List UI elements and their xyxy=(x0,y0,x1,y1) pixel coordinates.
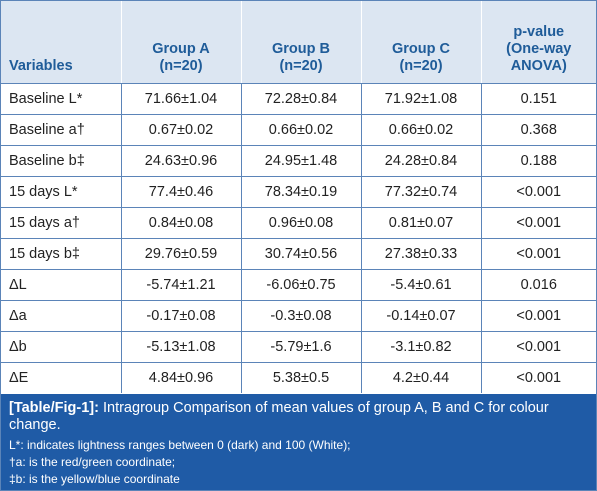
cell: 77.32±0.74 xyxy=(360,176,481,208)
header-line: (n=20) xyxy=(159,58,203,74)
cell: 0.96±0.08 xyxy=(240,207,361,239)
cell: 0.84±0.08 xyxy=(120,207,241,239)
cell: -0.3±0.08 xyxy=(240,300,361,332)
table-row: 15 days L* 77.4±0.46 78.34±0.19 77.32±0.74 <… xyxy=(1,176,596,208)
cell: 0.016 xyxy=(480,269,596,301)
header-line: Group C xyxy=(392,41,450,57)
header-line: Group A xyxy=(152,41,210,57)
table-row: 15 days a† 0.84±0.08 0.96±0.08 0.81±0.07 <0.… xyxy=(1,207,596,239)
cell: <0.001 xyxy=(480,362,596,393)
cell: -5.74±1.21 xyxy=(120,269,241,301)
row-label: 15 days b‡ xyxy=(1,238,121,270)
cell: -0.17±0.08 xyxy=(120,300,241,332)
cell: 30.74±0.56 xyxy=(240,238,361,270)
header-line: (n=20) xyxy=(399,58,443,74)
table-row: ΔE 4.84±0.96 5.38±0.5 4.2±0.44 <0.001 xyxy=(1,362,596,393)
cell: -6.06±0.75 xyxy=(240,269,361,301)
table-row: Δb -5.13±1.08 -5.79±1.6 -3.1±0.82 <0.001 xyxy=(1,331,596,363)
cell: 0.151 xyxy=(480,83,596,115)
cell: 71.66±1.04 xyxy=(120,83,241,115)
row-label: 15 days L* xyxy=(1,176,121,208)
cell: <0.001 xyxy=(480,300,596,332)
cell: 71.92±1.08 xyxy=(360,83,481,115)
header-line: (n=20) xyxy=(279,58,323,74)
row-label: Baseline a† xyxy=(1,114,121,146)
row-label: Δa xyxy=(1,300,121,332)
header-line: p-value xyxy=(513,24,565,40)
row-label: 15 days a† xyxy=(1,207,121,239)
header-cell: p-value (One-way ANOVA) xyxy=(480,1,596,84)
table-row: Baseline b‡ 24.63±0.96 24.95±1.48 24.28±0.8… xyxy=(1,145,596,177)
cell: 24.63±0.96 xyxy=(120,145,241,177)
row-label: ΔL xyxy=(1,269,121,301)
header-row: Variables Group A (n=20) Group B (n=20) Group… xyxy=(1,1,596,84)
header-line: Group B xyxy=(272,41,330,57)
note: L*: indicates lightness ranges between 0… xyxy=(9,438,351,452)
table-row: Baseline L* 71.66±1.04 72.28±0.84 71.92±1.0… xyxy=(1,83,596,115)
cell: -5.79±1.6 xyxy=(240,331,361,363)
table-row: Baseline a† 0.67±0.02 0.66±0.02 0.66±0.02 0.… xyxy=(1,114,596,146)
note: ‡b: is the yellow/blue coordinate xyxy=(9,472,180,486)
table-body: Baseline L* 71.66±1.04 72.28±0.84 71.92±1.0… xyxy=(1,83,596,393)
cell: 5.38±0.5 xyxy=(240,362,361,393)
cell: -0.14±0.07 xyxy=(360,300,481,332)
cell: 72.28±0.84 xyxy=(240,83,361,115)
cell: 27.38±0.33 xyxy=(360,238,481,270)
table-row: Δa -0.17±0.08 -0.3±0.08 -0.14±0.07 <0.001 xyxy=(1,300,596,332)
header-cell: Group A (n=20) xyxy=(120,1,241,84)
cell: 0.67±0.02 xyxy=(120,114,241,146)
row-label: ΔE xyxy=(1,362,121,393)
cell: <0.001 xyxy=(480,207,596,239)
cell: 0.81±0.07 xyxy=(360,207,481,239)
header-line: (One-way xyxy=(506,41,572,57)
cell: 0.188 xyxy=(480,145,596,177)
row-label: Baseline b‡ xyxy=(1,145,121,177)
caption-text: Intragroup Comparison of mean values of … xyxy=(9,400,549,433)
cell: 0.66±0.02 xyxy=(360,114,481,146)
header-line: ANOVA) xyxy=(510,58,567,74)
cell: -5.4±0.61 xyxy=(360,269,481,301)
cell: <0.001 xyxy=(480,176,596,208)
caption: [Table/Fig-1]: Intragroup Comparison of … xyxy=(1,394,596,490)
data-table: Variables Group A (n=20) Group B (n=20) Group… xyxy=(1,1,596,393)
caption-main: [Table/Fig-1]: Intragroup Comparison of … xyxy=(9,400,586,434)
header-cell: Group B (n=20) xyxy=(240,1,361,84)
cell: -3.1±0.82 xyxy=(360,331,481,363)
cell: <0.001 xyxy=(480,238,596,270)
cell: -5.13±1.08 xyxy=(120,331,241,363)
cell: 0.66±0.02 xyxy=(240,114,361,146)
cell: 0.368 xyxy=(480,114,596,146)
header-cell: Variables xyxy=(1,1,121,84)
caption-notes: L*: indicates lightness ranges between 0… xyxy=(9,437,586,488)
header-cell: Group C (n=20) xyxy=(360,1,481,84)
cell: 78.34±0.19 xyxy=(240,176,361,208)
cell: 4.2±0.44 xyxy=(360,362,481,393)
cell: 24.95±1.48 xyxy=(240,145,361,177)
cell: 4.84±0.96 xyxy=(120,362,241,393)
cell: 77.4±0.46 xyxy=(120,176,241,208)
cell: 29.76±0.59 xyxy=(120,238,241,270)
cell: 24.28±0.84 xyxy=(360,145,481,177)
row-label: Baseline L* xyxy=(1,83,121,115)
caption-label: [Table/Fig-1]: xyxy=(9,400,99,416)
row-label: Δb xyxy=(1,331,121,363)
table-row: ΔL -5.74±1.21 -6.06±0.75 -5.4±0.61 0.016 xyxy=(1,269,596,301)
note: †a: is the red/green coordinate; xyxy=(9,455,176,469)
header-text: Variables xyxy=(9,58,73,74)
table-row: 15 days b‡ 29.76±0.59 30.74±0.56 27.38±0.33… xyxy=(1,238,596,270)
cell: <0.001 xyxy=(480,331,596,363)
